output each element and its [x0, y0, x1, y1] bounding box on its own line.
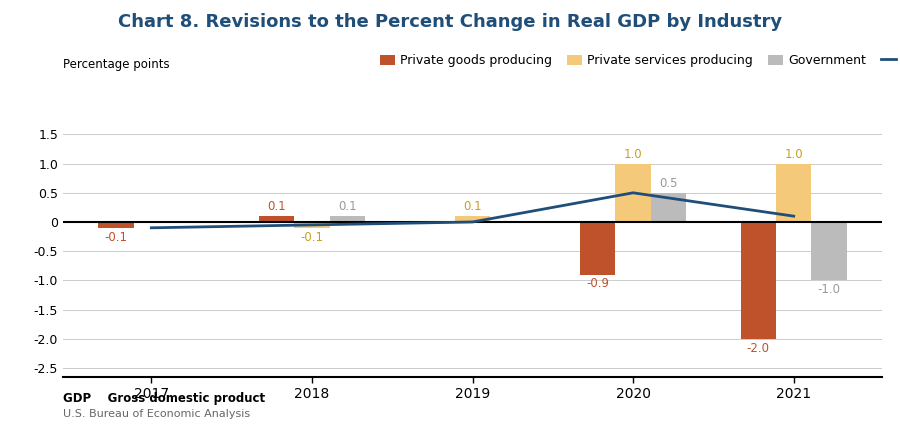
Text: 0.1: 0.1	[338, 200, 356, 213]
Bar	[454, 216, 490, 222]
Text: 0.1: 0.1	[267, 200, 286, 213]
Text: -0.1: -0.1	[104, 231, 128, 244]
Text: U.S. Bureau of Economic Analysis: U.S. Bureau of Economic Analysis	[63, 409, 250, 419]
Legend: Private goods producing, Private services producing, Government, GDP: Private goods producing, Private service…	[381, 54, 900, 67]
Text: GDP    Gross domestic product: GDP Gross domestic product	[63, 392, 266, 405]
Text: Percentage points: Percentage points	[63, 58, 169, 71]
Bar	[580, 222, 616, 274]
Bar	[329, 216, 364, 222]
Text: -0.1: -0.1	[301, 231, 323, 244]
Bar	[811, 222, 847, 280]
Bar	[651, 193, 686, 222]
Text: 0.1: 0.1	[464, 200, 482, 213]
Bar	[741, 222, 776, 339]
Text: -1.0: -1.0	[817, 283, 841, 296]
Bar	[98, 222, 134, 228]
Bar	[294, 222, 329, 228]
Bar	[259, 216, 294, 222]
Text: 1.0: 1.0	[624, 148, 643, 160]
Text: -2.0: -2.0	[747, 342, 770, 355]
Text: 1.0: 1.0	[785, 148, 803, 160]
Bar	[616, 163, 651, 222]
Text: -0.9: -0.9	[586, 277, 609, 291]
Text: 0.5: 0.5	[659, 177, 678, 190]
Bar	[776, 163, 811, 222]
Text: Chart 8. Revisions to the Percent Change in Real GDP by Industry: Chart 8. Revisions to the Percent Change…	[118, 13, 782, 31]
